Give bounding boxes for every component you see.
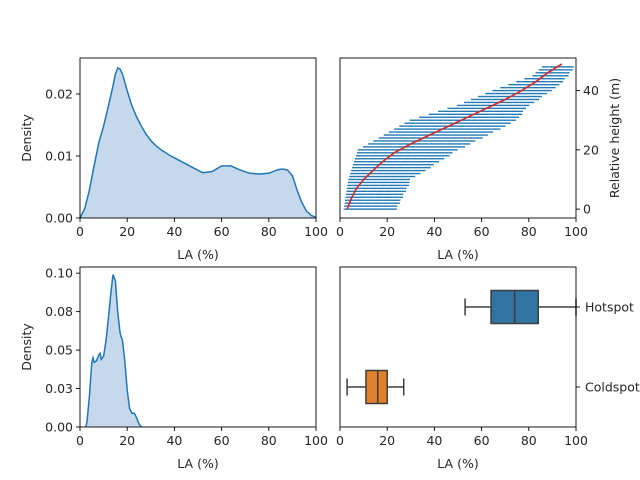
y-tick-label: 0.02: [45, 86, 73, 101]
axes-frame: [339, 57, 577, 219]
density-line: [85, 274, 142, 428]
x-tick-label: 60: [214, 224, 230, 239]
y-tick-label: 0.00: [45, 420, 73, 435]
y-tick-label: 0.05: [45, 343, 73, 358]
y-tick-label: 0.01: [45, 148, 73, 163]
y-tick-label: 0.03: [45, 381, 73, 396]
x-tick-label: 0: [76, 224, 84, 239]
x-tick-label: 100: [564, 224, 588, 239]
iqr-box: [365, 369, 388, 405]
y-tick-label: 40: [583, 83, 599, 98]
x-tick-label: 100: [304, 433, 328, 448]
x-tick-label: 20: [379, 224, 395, 239]
x-tick-label: 80: [521, 433, 537, 448]
density-line: [79, 66, 317, 219]
x-tick-label: 100: [304, 224, 328, 239]
panel-bottom-left: 0 20 40 60 80 100 0.00 0.03 0.05 0.08 0.10 LA (%)…: [19, 266, 328, 471]
y-axis: 0 20 40: [576, 83, 599, 217]
y-axis: 0.00 0.03 0.05 0.08 0.10: [45, 266, 80, 435]
category-label: Hotspot: [585, 300, 634, 315]
x-tick-label: 80: [521, 224, 537, 239]
x-axis-label: LA (%): [177, 456, 218, 471]
y-axis: 0.00 0.01 0.02: [45, 86, 80, 226]
box-hotspot: [464, 289, 577, 325]
density-area: [85, 274, 142, 427]
y-tick-label: 20: [583, 142, 599, 157]
panel-bottom-right: 0 20 40 60 80 100 Hotspot Coldspot LA (%): [336, 266, 640, 471]
y-tick-label: 0.10: [45, 266, 73, 281]
x-tick-label: 60: [474, 433, 490, 448]
panel-top-right: 0 20 40 60 80 100 0 20 40 LA (%) Relative heigh…: [336, 57, 622, 262]
box-coldspot: [346, 369, 405, 405]
axes-frame: [79, 57, 317, 219]
y-tick-label: 0.08: [45, 304, 73, 319]
x-axis-label: LA (%): [437, 247, 478, 262]
x-axis: 0 20 40 60 80 100: [76, 218, 328, 239]
boxplots: [346, 289, 577, 405]
x-tick-label: 0: [336, 224, 344, 239]
x-axis: 0 20 40 60 80 100: [76, 427, 328, 448]
x-tick-label: 20: [119, 433, 135, 448]
x-tick-label: 40: [166, 224, 182, 239]
x-axis-label: LA (%): [177, 247, 218, 262]
x-tick-label: 80: [261, 433, 277, 448]
y-axis-label: Density: [19, 323, 34, 371]
x-tick-label: 0: [76, 433, 84, 448]
category-label: Coldspot: [585, 380, 640, 395]
x-tick-label: 40: [426, 224, 442, 239]
axes-frame: [79, 266, 317, 428]
y-tick-label: 0: [583, 202, 591, 217]
y-axis-label: Density: [19, 114, 34, 162]
x-tick-label: 60: [474, 224, 490, 239]
density-area: [80, 67, 316, 219]
y-axis-label: Relative height (m): [607, 78, 622, 198]
x-tick-label: 0: [336, 433, 344, 448]
x-axis: 0 20 40 60 80 100: [336, 218, 588, 239]
x-tick-label: 100: [564, 433, 588, 448]
fit-curve: [346, 63, 563, 210]
scatter-points: [343, 66, 574, 210]
x-axis: 0 20 40 60 80 100: [336, 427, 588, 448]
x-tick-label: 40: [166, 433, 182, 448]
panel-top-left: 0 20 40 60 80 100 0.00 0.01 0.02 LA (%) Density: [19, 57, 328, 262]
x-axis-label: LA (%): [437, 456, 478, 471]
axes-frame: [339, 266, 577, 428]
x-tick-label: 40: [426, 433, 442, 448]
x-tick-label: 60: [214, 433, 230, 448]
y-tick-label: 0.00: [45, 211, 73, 226]
x-tick-label: 20: [119, 224, 135, 239]
x-tick-label: 80: [261, 224, 277, 239]
y-axis: Hotspot Coldspot: [576, 300, 640, 395]
x-tick-label: 20: [379, 433, 395, 448]
